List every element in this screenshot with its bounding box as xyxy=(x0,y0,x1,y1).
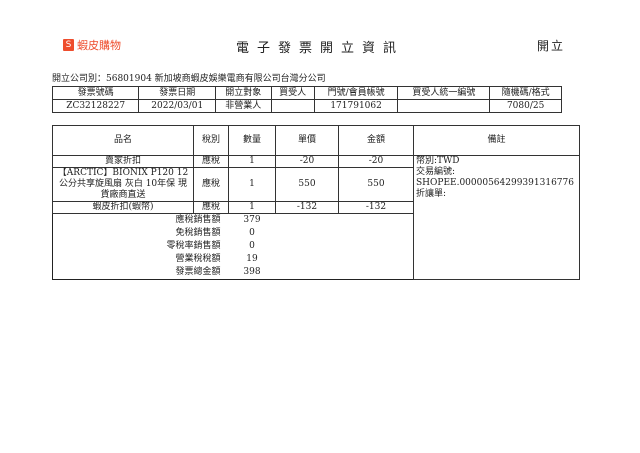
summary-row: 免稅銷售額 0 xyxy=(53,227,580,240)
table-row: 【ARCTIC】BIONIX P120 12公分共享旋風扇 灰白 10年保 現貨… xyxy=(52,167,580,202)
summary-row: 零稅率銷售額 0 xyxy=(53,240,580,253)
remark-line: 折讓單: xyxy=(416,189,447,199)
remark-line: 交易編號: xyxy=(416,167,456,177)
table-cell: 7080/25 xyxy=(489,99,562,113)
table-row: 賣家折扣 應稅 1 -20 -20 幣別:TWD 交易編號: SHOPEE.000005642… xyxy=(52,155,580,280)
table-cell: -20 xyxy=(275,155,339,168)
column-header: 數量 xyxy=(228,125,276,156)
summary-row: 營業稅稅額 19 xyxy=(53,253,580,266)
table-cell: 171791062 xyxy=(313,99,399,113)
column-header: 金額 xyxy=(338,125,414,156)
table-cell: 1 xyxy=(228,155,276,168)
summary-row: 應稅銷售額 379 xyxy=(52,213,580,227)
shopee-logo: S 蝦皮購物 xyxy=(63,37,121,53)
column-header: 品名 xyxy=(52,125,194,156)
summary-value: 398 xyxy=(243,267,261,277)
column-header: 開立對象 xyxy=(215,86,272,100)
table-cell: ZC32128227 xyxy=(51,99,140,113)
table-cell: -132 xyxy=(338,201,414,214)
table-cell: 1 xyxy=(228,201,276,214)
column-header: 發票號碼 xyxy=(51,86,140,100)
table-cell xyxy=(270,99,315,113)
summary-label: 發票總金額 xyxy=(175,267,221,277)
table-cell: -20 xyxy=(338,155,414,168)
company-info: 開立公司別：56801904 新加坡商蝦皮娛樂電商有限公司台灣分公司 xyxy=(52,74,326,84)
table-cell xyxy=(397,99,491,113)
remarks-cell: 幣別:TWD 交易編號: SHOPEE.00000564299391316776 折讓… xyxy=(413,155,580,280)
remark-line: SHOPEE.00000564299391316776 xyxy=(416,178,574,188)
invoice-info-table: 發票號碼 發票日期 開立對象 買受人 門號/會員帳號 買受人統一編號 隨機碼/格式 ZC321… xyxy=(51,86,562,113)
column-header: 備註 xyxy=(413,125,580,156)
summary-value: 19 xyxy=(246,254,258,264)
column-header: 發票日期 xyxy=(138,86,217,100)
summary-row: 發票總金額 398 xyxy=(53,266,580,280)
table-cell: 應稅 xyxy=(193,201,229,214)
summary-label: 免稅銷售額 xyxy=(175,228,221,238)
table-cell: 蝦皮折扣(蝦幣) xyxy=(52,201,194,214)
table-cell: 應稅 xyxy=(193,167,229,202)
shopee-bag-icon: S xyxy=(63,39,74,51)
summary-value: 0 xyxy=(249,228,255,238)
column-header: 買受人統一編號 xyxy=(397,86,491,100)
table-cell: 賣家折扣 xyxy=(52,155,194,168)
summary-value: 0 xyxy=(249,241,255,251)
table-cell: 應稅 xyxy=(193,155,229,168)
summary-label: 應稅銷售額 xyxy=(52,213,229,227)
column-header: 隨機碼/格式 xyxy=(489,86,562,100)
column-header: 門號/會員帳號 xyxy=(313,86,399,100)
summary-value: 379 xyxy=(228,213,276,227)
table-cell: 550 xyxy=(338,167,414,202)
column-header: 買受人 xyxy=(270,86,315,100)
status-label: 開立 xyxy=(537,39,566,53)
items-table: 品名 稅別 數量 單價 金額 備註 賣家折扣 應稅 1 -20 -20 幣別:TWD 交易編號: SHO… xyxy=(52,125,580,280)
table-cell: 非營業人 xyxy=(215,99,272,113)
page-title: 電子發票開立資訊 xyxy=(235,41,404,56)
table-cell: 550 xyxy=(275,167,339,202)
remark-line: 幣別:TWD xyxy=(416,156,460,166)
table-row: 蝦皮折扣(蝦幣) 應稅 1 -132 -132 xyxy=(52,201,580,214)
column-header: 單價 xyxy=(275,125,339,156)
column-header: 稅別 xyxy=(193,125,229,156)
table-cell: 2022/03/01 xyxy=(138,99,217,113)
table-cell: -132 xyxy=(275,201,339,214)
summary-label: 零稅率銷售額 xyxy=(166,241,221,251)
summary-label: 營業稅稅額 xyxy=(175,254,221,264)
table-cell: 1 xyxy=(228,167,276,202)
table-cell: 【ARCTIC】BIONIX P120 12公分共享旋風扇 灰白 10年保 現貨… xyxy=(52,167,194,202)
